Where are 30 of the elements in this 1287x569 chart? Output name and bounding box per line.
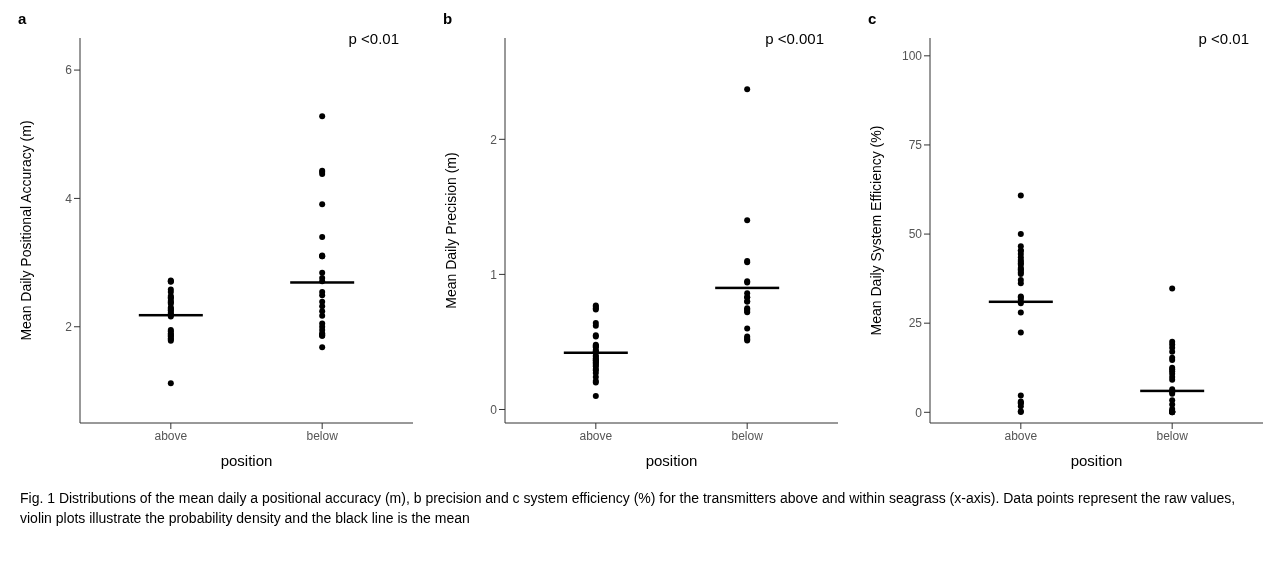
y-tick-label: 25 bbox=[908, 316, 923, 331]
caption: Fig. 1 Distributions of the mean daily a positional accuracy (m), b precision and c system efficiency (%) for the transmitters above and within seagrass (x-axis). Data points represent the raw values, violin plots illustrate the probability density and the black line is the mean bbox=[20, 489, 1237, 528]
x-tick-label: below bbox=[306, 428, 339, 443]
x-tick-label: above bbox=[1004, 428, 1038, 443]
annotation: p <0.01 bbox=[348, 30, 399, 47]
annotation: p <0.01 bbox=[1198, 30, 1249, 47]
y-tick-label: 1 bbox=[490, 267, 498, 282]
y-tick-label: 0 bbox=[490, 402, 498, 417]
chart-title: a bbox=[18, 10, 27, 27]
x-axis-title: position bbox=[220, 452, 273, 469]
x-axis-title: position bbox=[1070, 452, 1123, 469]
x-tick-label: below bbox=[1156, 428, 1189, 443]
y-axis-title: Mean Daily Positional Accuracy (m) bbox=[17, 120, 34, 341]
x-tick-label: above bbox=[154, 428, 188, 443]
x-axis-title: position bbox=[645, 452, 698, 469]
x-tick-label: above bbox=[579, 428, 613, 443]
y-axis-title: Mean Daily Precision (m) bbox=[442, 152, 459, 309]
chart-title: b bbox=[443, 10, 453, 27]
y-tick-label: 50 bbox=[908, 227, 923, 242]
y-axis-title: Mean Daily System Efficiency (%) bbox=[867, 125, 884, 336]
y-tick-label: 4 bbox=[65, 191, 73, 206]
y-tick-label: 75 bbox=[908, 138, 923, 153]
y-tick-label: 6 bbox=[65, 63, 73, 78]
y-tick-label: 0 bbox=[915, 405, 923, 420]
y-tick-label: 2 bbox=[490, 132, 498, 147]
chart-title: c bbox=[868, 10, 877, 27]
annotation: p <0.001 bbox=[765, 30, 824, 47]
y-tick-label: 2 bbox=[65, 320, 73, 335]
x-tick-label: below bbox=[731, 428, 764, 443]
y-tick-label: 100 bbox=[901, 49, 923, 64]
